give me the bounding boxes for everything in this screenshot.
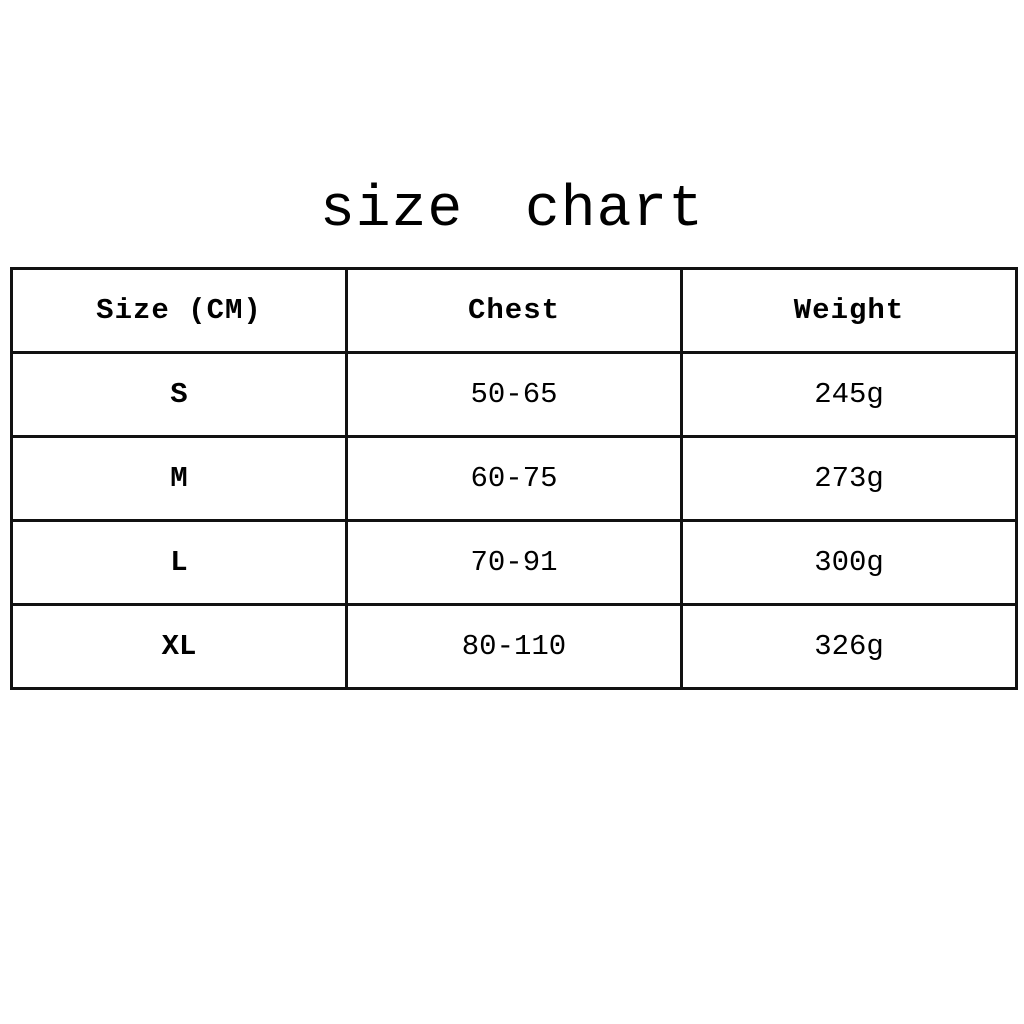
size-chart-table-body: S 50-65 245g M 60-75 273g L 70-91 300g X… — [10, 351, 1018, 690]
header-size: Size (CM) — [10, 267, 348, 354]
cell-weight-m: 273g — [680, 435, 1018, 522]
cell-weight-xl: 326g — [680, 603, 1018, 690]
header-chest: Chest — [345, 267, 683, 354]
cell-weight-l: 300g — [680, 519, 1018, 606]
cell-chest-l: 70-91 — [345, 519, 683, 606]
table-row-m: M 60-75 273g — [10, 435, 1018, 522]
table-row-s: S 50-65 245g — [10, 351, 1018, 438]
size-chart-table: Size (CM) Chest Weight S 50-65 245g M 60… — [10, 267, 1018, 690]
cell-chest-xl: 80-110 — [345, 603, 683, 690]
cell-size-m: M — [10, 435, 348, 522]
cell-size-xl: XL — [10, 603, 348, 690]
cell-chest-s: 50-65 — [345, 351, 683, 438]
header-row: Size (CM) Chest Weight — [10, 267, 1018, 354]
size-chart-table-header: Size (CM) Chest Weight — [10, 267, 1018, 354]
table-row-l: L 70-91 300g — [10, 519, 1018, 606]
cell-weight-s: 245g — [680, 351, 1018, 438]
header-weight: Weight — [680, 267, 1018, 354]
page-title: size chart — [319, 178, 705, 243]
cell-size-s: S — [10, 351, 348, 438]
cell-size-l: L — [10, 519, 348, 606]
table-row-xl: XL 80-110 326g — [10, 603, 1018, 690]
cell-chest-m: 60-75 — [345, 435, 683, 522]
